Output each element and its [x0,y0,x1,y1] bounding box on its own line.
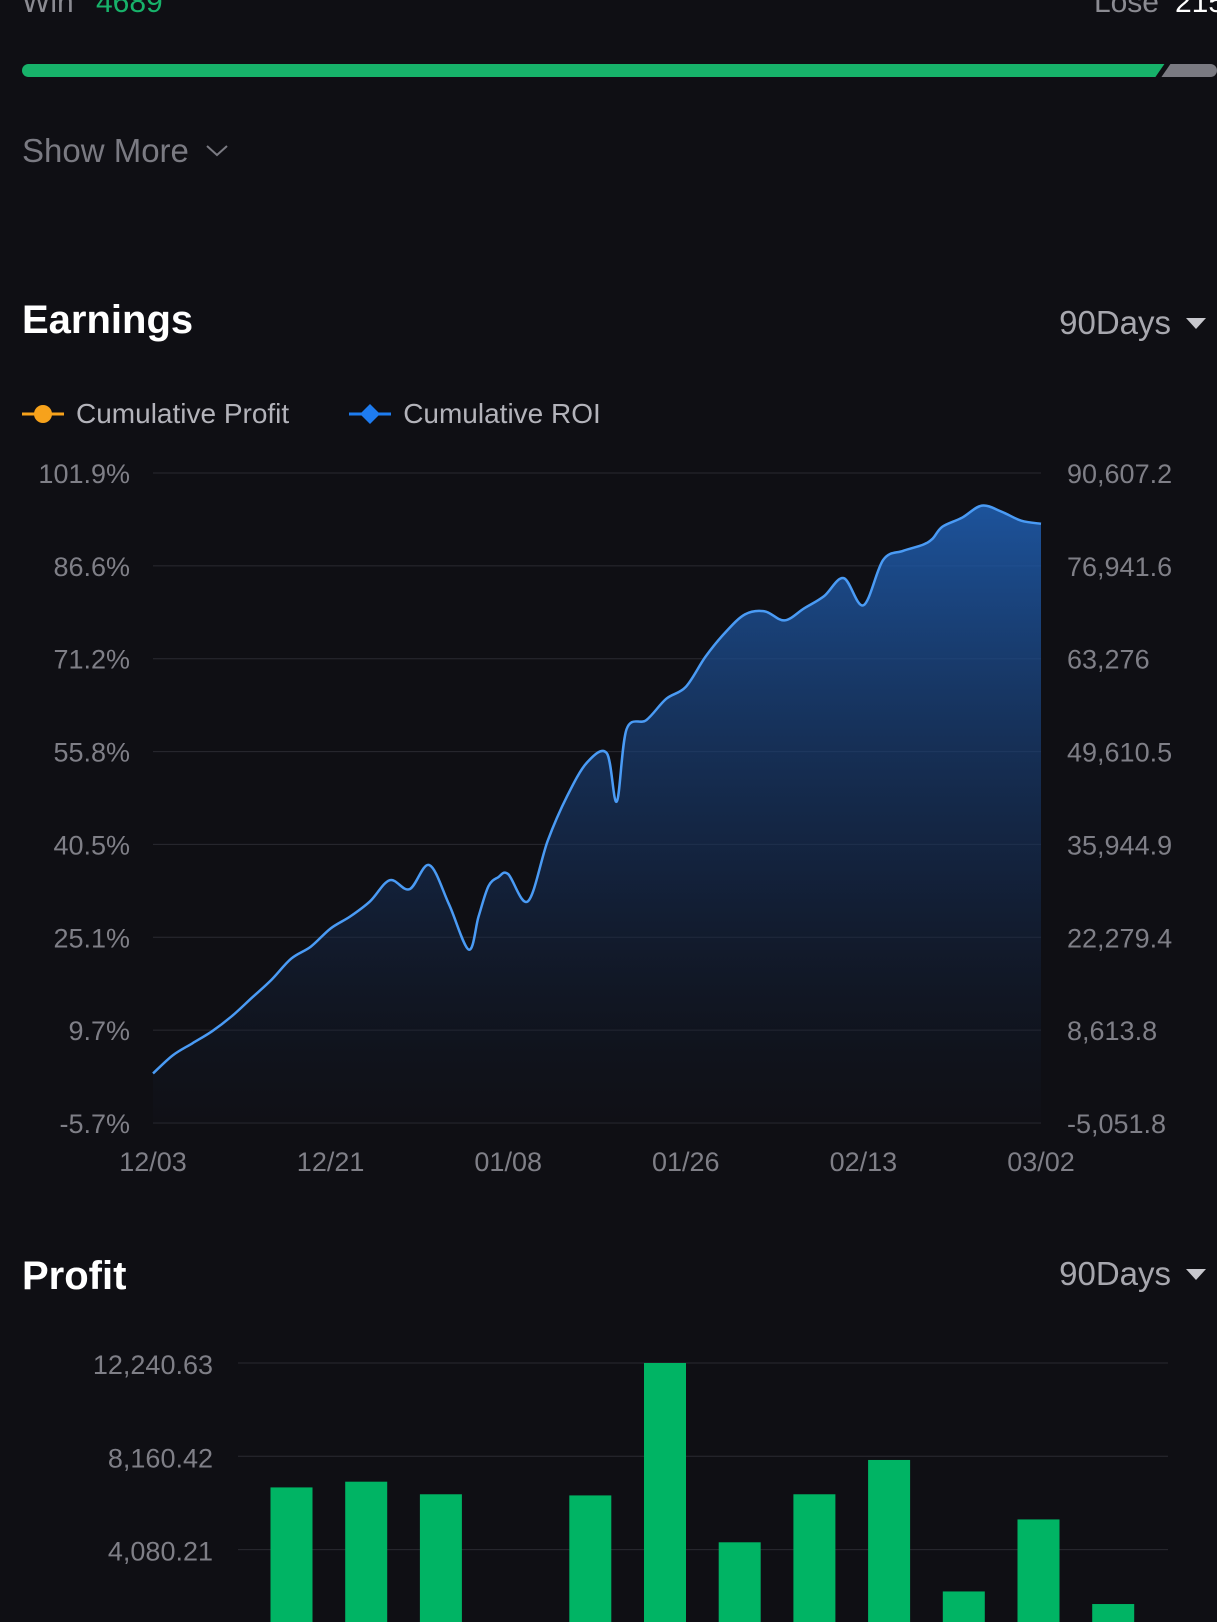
lose-count: 215 [1174,0,1217,19]
profit-bar[interactable] [345,1481,388,1622]
earnings-left-tick-label: 71.2% [53,645,130,675]
caret-down-icon [1186,318,1206,329]
win-lose-ratio-bar [22,64,1217,77]
earnings-left-tick-label: 25.1% [53,923,130,953]
profit-bar[interactable] [569,1495,612,1622]
lose-label: Lose [1093,0,1159,19]
profit-bar[interactable] [1092,1604,1135,1622]
profit-chart: 12,240.63 8,160.42 4,080.21 [93,1350,1168,1622]
show-more-label: Show More [22,132,189,169]
cumulative-roi-line [152,504,1042,1075]
profit-title: Profit [22,1254,127,1298]
earnings-right-tick-label: -5,051.8 [1067,1109,1166,1139]
earnings-x-tick-label: 01/26 [652,1147,720,1177]
legend-cumulative-roi-label: Cumulative ROI [403,398,601,429]
earnings-x-tick-label: 12/03 [119,1147,187,1177]
earnings-left-tick-label: 101.9% [38,459,130,489]
earnings-right-tick-label: 35,944.9 [1067,830,1172,860]
profit-bar[interactable] [1017,1519,1060,1622]
win-count: 4689 [96,0,163,19]
earnings-x-tick-label: 03/02 [1007,1147,1075,1177]
show-more-button[interactable]: Show More [22,132,229,170]
earnings-left-tick-label: 55.8% [53,738,130,768]
profit-bar[interactable] [718,1542,761,1622]
win-label: Win [22,0,74,19]
earnings-legend: Cumulative Profit Cumulative ROI [22,398,661,430]
earnings-right-tick-label: 76,941.6 [1067,552,1172,582]
earnings-chart: 101.9% 86.6% 71.2% 55.8% 40.5% 25.1% 9.7% -5.7%… [38,459,1172,1177]
earnings-left-tick-label: -5.7% [59,1109,130,1139]
profit-tick-label: 12,240.63 [93,1350,213,1380]
earnings-title: Earnings [22,298,194,342]
profit-bar[interactable] [942,1591,985,1622]
caret-down-icon [1186,1269,1206,1280]
earnings-x-tick-label: 02/13 [830,1147,898,1177]
circle-marker-icon [22,405,64,423]
profit-period-dropdown[interactable]: 90Days [1059,1255,1207,1293]
profit-bar[interactable] [868,1459,911,1622]
earnings-left-tick-label: 86.6% [53,552,130,582]
earnings-period-label: 90Days [1059,304,1171,341]
profit-bar[interactable] [644,1363,686,1622]
earnings-x-tick-label: 12/21 [297,1147,365,1177]
chevron-down-icon [206,145,228,157]
earnings-left-tick-label: 9.7% [68,1016,130,1046]
profit-bar[interactable] [419,1494,462,1622]
profit-bar[interactable] [270,1487,313,1622]
earnings-left-tick-label: 40.5% [53,830,130,860]
earnings-right-tick-label: 8,613.8 [1067,1016,1157,1046]
profit-period-label: 90Days [1059,1255,1171,1292]
profit-tick-label: 8,160.42 [108,1443,213,1473]
legend-cumulative-roi[interactable]: Cumulative ROI [349,398,601,430]
earnings-right-tick-label: 90,607.2 [1067,459,1172,489]
win-lose-summary: Win 4689 Lose 215 [22,0,1217,26]
win-ratio-segment [22,64,1165,77]
legend-cumulative-profit-label: Cumulative Profit [76,398,290,429]
profit-bar[interactable] [793,1494,836,1622]
legend-cumulative-profit[interactable]: Cumulative Profit [22,398,289,430]
lose-ratio-segment [1161,64,1217,77]
earnings-area [153,505,1041,1123]
earnings-right-tick-label: 22,279.4 [1067,923,1172,953]
earnings-right-tick-label: 63,276 [1067,645,1150,675]
earnings-x-tick-label: 01/08 [474,1147,542,1177]
profit-tick-label: 4,080.21 [108,1537,213,1567]
earnings-period-dropdown[interactable]: 90Days [1059,304,1207,342]
earnings-right-tick-label: 49,610.5 [1067,738,1172,768]
diamond-marker-icon [349,404,392,424]
